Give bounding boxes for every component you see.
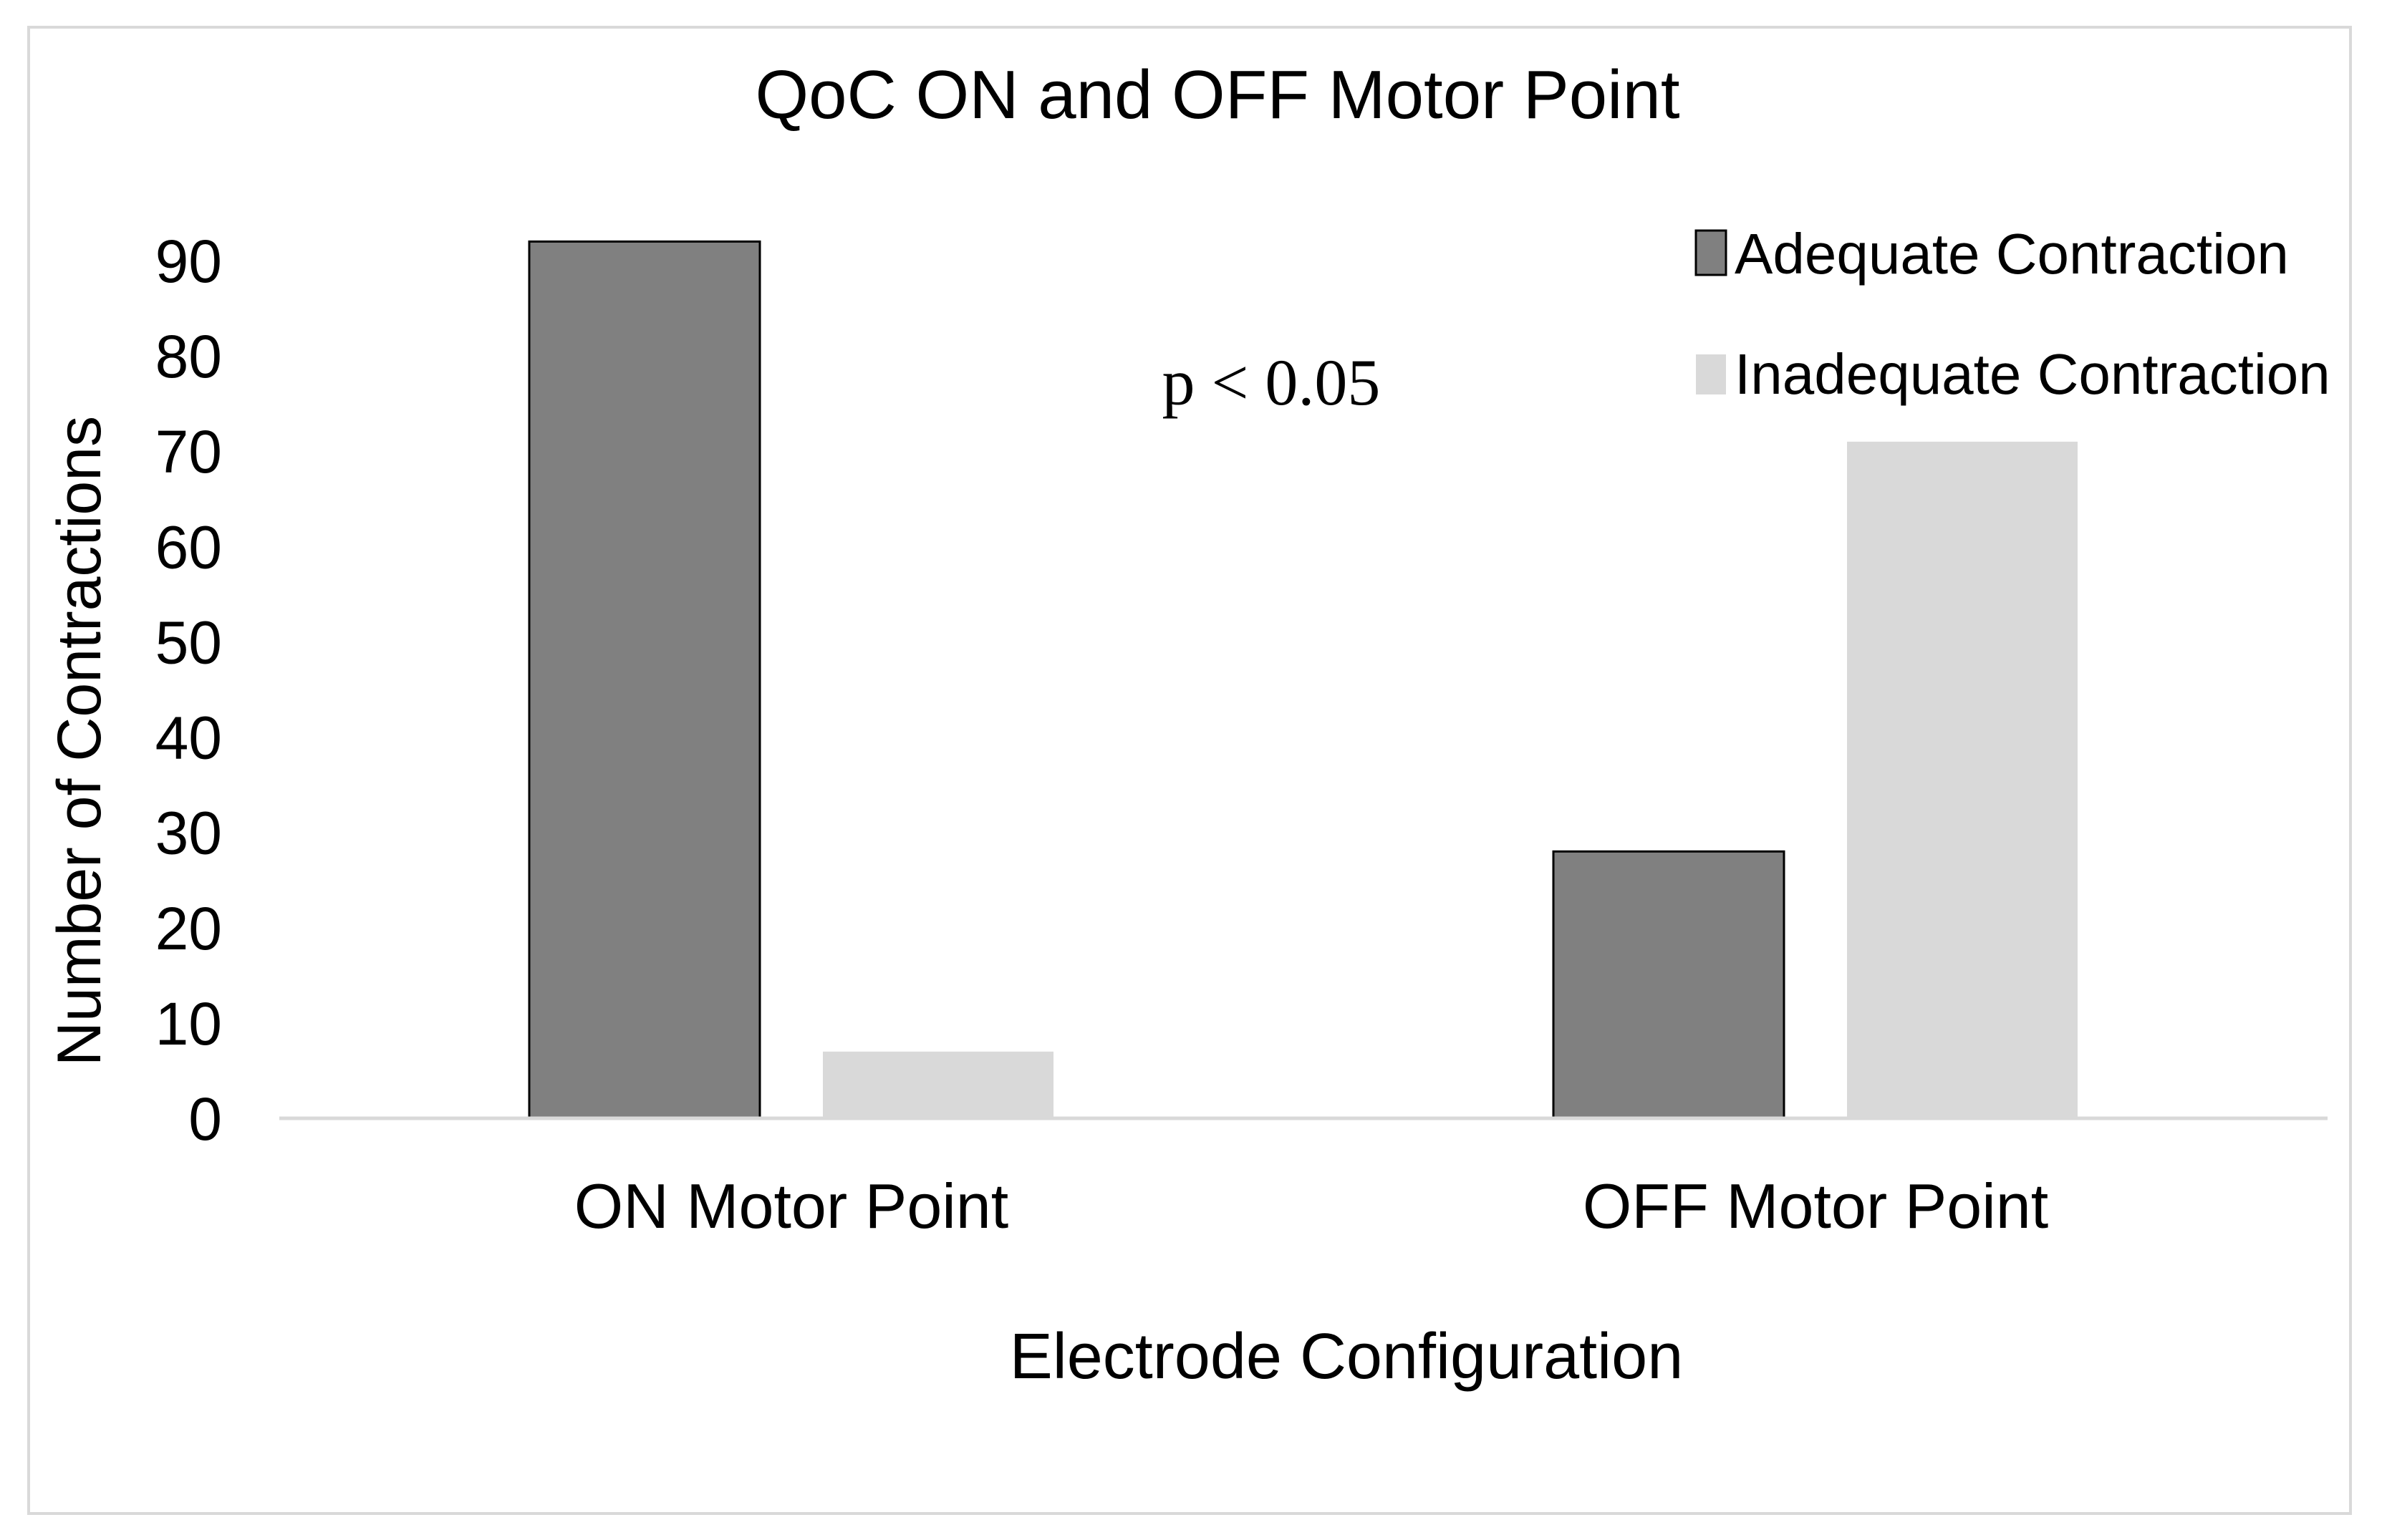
x-axis-label: Electrode Configuration [1010,1321,1684,1393]
chart-title: QoC ON and OFF Motor Point [755,57,1679,133]
bar-adequate-on [528,240,761,1120]
legend: Adequate Contraction Inadequate Contract… [1694,222,2330,406]
y-tick-label: 70 [155,418,222,485]
x-axis-ticks: ON Motor Point OFF Motor Point [574,1171,2048,1241]
y-tick-label: 90 [155,228,222,295]
y-tick-label: 10 [155,990,222,1057]
legend-label-adequate: Adequate Contraction [1735,222,2289,286]
y-axis-label: Number of Contractions [45,416,114,1066]
y-axis-ticks: 0 10 20 30 40 50 60 70 80 90 [155,228,222,1153]
legend-swatch-inadequate [1696,354,1726,394]
y-tick-label: 20 [155,895,222,962]
y-tick-label: 0 [188,1085,222,1153]
y-tick-label: 30 [155,800,222,867]
y-tick-label: 40 [155,704,222,772]
y-tick-label: 80 [155,323,222,390]
bar-inadequate-on [823,1051,1053,1118]
p-value-annotation: p < 0.05 [1162,346,1381,419]
legend-label-inadequate: Inadequate Contraction [1735,342,2330,406]
x-tick-label: OFF Motor Point [1583,1171,2048,1241]
y-tick-label: 60 [155,513,222,581]
y-tick-label: 50 [155,609,222,676]
bars [528,240,2078,1120]
legend-swatch-adequate [1694,229,1727,276]
bar-inadequate-off [1847,441,2078,1118]
x-tick-label: ON Motor Point [574,1171,1008,1241]
bar-adequate-off [1552,850,1785,1120]
